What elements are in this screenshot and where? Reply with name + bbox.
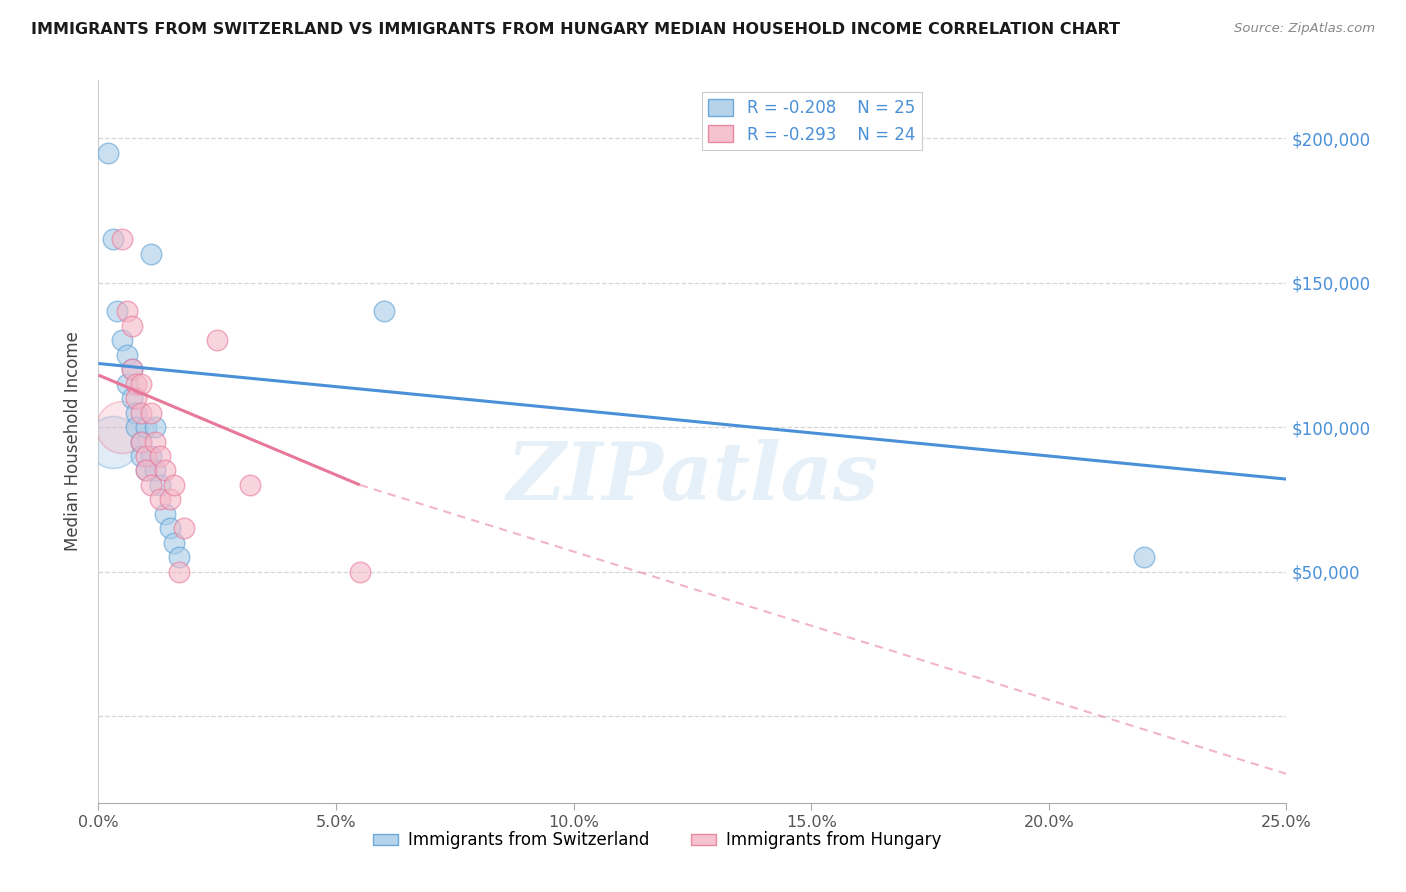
- Point: [139, 478, 162, 492]
- Point: [167, 565, 190, 579]
- Point: [1133, 550, 1156, 565]
- Point: [135, 420, 157, 434]
- Point: [349, 565, 371, 579]
- Point: [129, 449, 152, 463]
- Point: [135, 449, 157, 463]
- Point: [125, 420, 148, 434]
- Legend: Immigrants from Switzerland, Immigrants from Hungary: Immigrants from Switzerland, Immigrants …: [366, 824, 948, 856]
- Point: [125, 406, 148, 420]
- Point: [111, 420, 134, 434]
- Point: [115, 376, 138, 391]
- Point: [153, 507, 176, 521]
- Point: [149, 492, 172, 507]
- Point: [149, 449, 172, 463]
- Point: [139, 246, 162, 260]
- Point: [121, 391, 143, 405]
- Point: [129, 406, 152, 420]
- Point: [163, 535, 186, 549]
- Text: ZIPatlas: ZIPatlas: [506, 439, 879, 516]
- Point: [101, 434, 124, 449]
- Point: [115, 304, 138, 318]
- Point: [129, 434, 152, 449]
- Text: IMMIGRANTS FROM SWITZERLAND VS IMMIGRANTS FROM HUNGARY MEDIAN HOUSEHOLD INCOME C: IMMIGRANTS FROM SWITZERLAND VS IMMIGRANT…: [31, 22, 1121, 37]
- Point: [115, 348, 138, 362]
- Point: [125, 376, 148, 391]
- Point: [125, 391, 148, 405]
- Point: [111, 232, 134, 246]
- Point: [129, 434, 152, 449]
- Point: [159, 521, 181, 535]
- Point: [239, 478, 262, 492]
- Point: [139, 406, 162, 420]
- Point: [121, 362, 143, 376]
- Point: [149, 478, 172, 492]
- Point: [159, 492, 181, 507]
- Y-axis label: Median Household Income: Median Household Income: [65, 332, 83, 551]
- Point: [145, 434, 167, 449]
- Point: [373, 304, 395, 318]
- Point: [135, 463, 157, 477]
- Point: [173, 521, 195, 535]
- Point: [107, 304, 129, 318]
- Point: [145, 463, 167, 477]
- Text: Source: ZipAtlas.com: Source: ZipAtlas.com: [1234, 22, 1375, 36]
- Point: [101, 232, 124, 246]
- Point: [139, 449, 162, 463]
- Point: [163, 478, 186, 492]
- Point: [129, 376, 152, 391]
- Point: [111, 334, 134, 348]
- Point: [207, 334, 229, 348]
- Point: [97, 145, 120, 160]
- Point: [135, 463, 157, 477]
- Point: [121, 362, 143, 376]
- Point: [121, 318, 143, 333]
- Point: [167, 550, 190, 565]
- Point: [153, 463, 176, 477]
- Point: [145, 420, 167, 434]
